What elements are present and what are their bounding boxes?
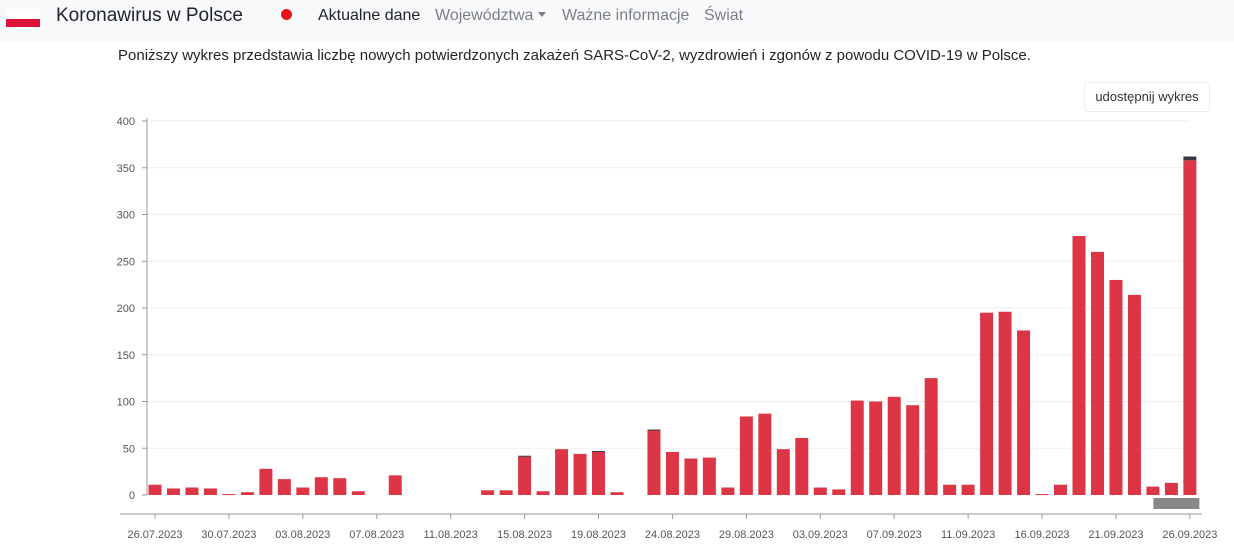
bar-infections [518,456,532,495]
bar-infections [980,312,994,495]
bar-deaths [518,455,532,457]
bar-infections [906,405,920,495]
bar-infections [1164,482,1178,495]
x-tick-label: 24.08.2023 [645,529,700,541]
live-indicator-icon [281,9,292,20]
bar-infections [813,487,827,495]
chart-scroll-thumb [1153,498,1200,509]
bar-deaths [1183,156,1197,161]
bar-infections [499,490,513,495]
bar-infections [1127,294,1141,495]
bar-infections [1054,484,1068,495]
bar-infections [647,430,661,495]
y-tick-label: 100 [117,397,135,409]
bar-infections [684,458,698,495]
nav-dropdown-label: Województwa [435,7,534,24]
x-tick-label: 19.08.2023 [571,529,626,541]
bar-infections [665,451,679,495]
bar-infections [351,491,365,495]
x-tick-label: 07.09.2023 [867,529,922,541]
nav-link-current-data[interactable]: Aktualne dane [318,7,421,24]
y-tick-label: 200 [117,303,135,315]
bar-infections [610,492,624,495]
x-tick-label: 16.09.2023 [1015,529,1070,541]
bar-infections [388,475,402,495]
bar-infections [1072,236,1086,495]
x-tick-label: 26.09.2023 [1162,529,1217,541]
bar-infections [259,468,273,495]
bar-infections [203,488,217,495]
bar-infections [1090,251,1104,495]
y-tick-label: 250 [117,256,135,268]
bar-infections [277,479,291,495]
bar-infections [795,437,809,495]
bar-infections [850,400,864,495]
x-tick-label: 29.08.2023 [719,529,774,541]
nav-dropdown-voivodeships[interactable]: Województwa [435,7,547,25]
bar-infections [592,451,606,495]
bar-infections [573,453,587,495]
caret-down-icon [538,12,547,17]
x-tick-label: 03.09.2023 [793,529,848,541]
x-tick-label: 21.09.2023 [1088,529,1143,541]
navbar: Koronawirus w Polsce Aktualne dane Wojew… [0,0,1234,42]
brand-title[interactable]: Koronawirus w Polsce [56,5,243,26]
bar-infections [721,487,735,495]
bar-infections [1017,330,1031,495]
chart-description: Poniższy wykres przedstawia liczbę nowyc… [118,47,1031,64]
bar-infections [1109,279,1123,495]
bar-infections [296,487,310,495]
bar-deaths [647,429,661,431]
bar-infections [148,484,162,495]
bar-infections [1146,486,1160,495]
bar-infections [758,413,772,495]
bar-infections [1035,494,1049,496]
bar-infections [481,490,495,495]
bar-infections [869,401,883,495]
x-tick-label: 03.08.2023 [275,529,330,541]
bar-infections [1183,160,1197,495]
bar-infections [333,478,347,495]
bar-infections [166,488,180,495]
share-chart-button[interactable]: udostępnij wykres [1084,82,1210,112]
nav-link-important-info[interactable]: Ważne informacje [562,7,690,24]
bar-infections [240,492,254,495]
y-tick-label: 400 [117,116,135,128]
bar-infections [536,491,550,495]
bar-infections [776,449,790,495]
bar-infections [185,487,199,495]
y-tick-label: 50 [123,443,135,455]
bar-infections [314,477,328,495]
x-tick-label: 30.07.2023 [201,529,256,541]
bar-infections [924,378,938,495]
x-tick-label: 07.08.2023 [349,529,404,541]
y-tick-label: 0 [129,490,135,502]
y-tick-label: 350 [117,163,135,175]
nav-link-world[interactable]: Świat [704,7,744,24]
bar-deaths [592,451,606,453]
bar-infections [739,416,753,495]
bar-infections [555,449,569,495]
bar-infections [887,396,901,495]
poland-flag-icon [6,11,40,27]
x-tick-label: 11.08.2023 [424,529,478,541]
bar-infections [222,494,236,496]
x-tick-label: 11.09.2023 [941,529,995,541]
x-tick-label: 15.08.2023 [497,529,552,541]
y-tick-label: 150 [117,350,135,362]
bar-infections [961,484,975,495]
bar-infections [702,457,716,495]
bar-infections [832,489,846,495]
y-tick-label: 300 [117,210,135,222]
bar-infections [998,311,1012,495]
x-tick-label: 26.07.2023 [127,529,182,541]
bar-infections [943,484,957,495]
